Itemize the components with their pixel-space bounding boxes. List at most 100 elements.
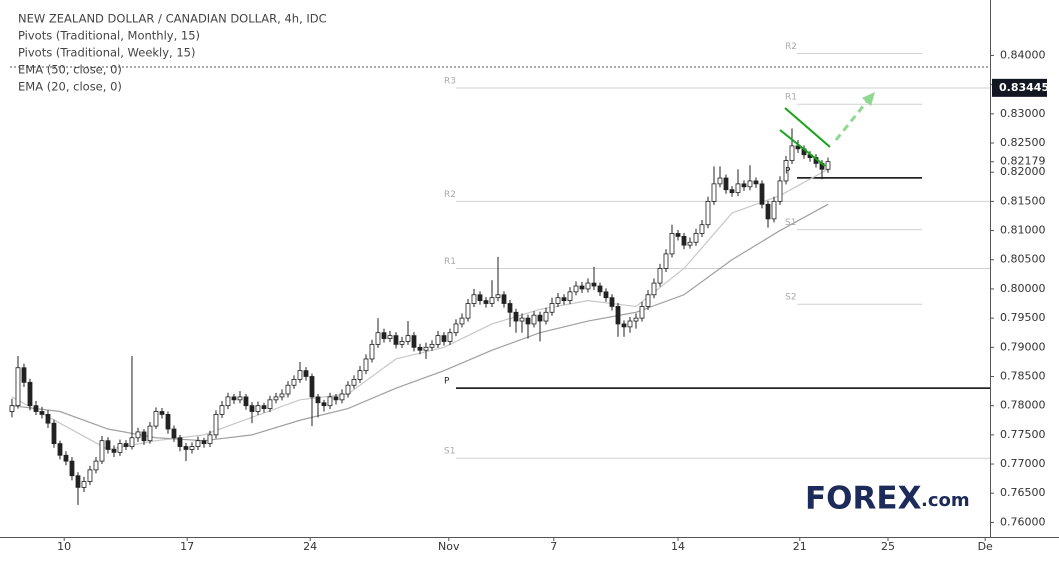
candle-body [447, 332, 453, 342]
candle-body [105, 440, 111, 450]
candle-body [777, 180, 783, 202]
candle-body [279, 393, 285, 398]
candle-body [549, 303, 555, 313]
channel-line [779, 129, 826, 167]
x-tick-label: 7 [550, 540, 557, 553]
candle-body [33, 405, 39, 412]
candle-body [291, 379, 297, 386]
candle-body [717, 177, 723, 185]
candle-body [249, 405, 255, 412]
indicator-label: EMA (20, close, 0) [18, 80, 122, 94]
candle-body [453, 323, 459, 334]
y-tick-label: 0.79000 [1000, 340, 1046, 353]
candle-body [561, 297, 567, 302]
candle-body [159, 411, 165, 415]
candle-body [663, 253, 669, 269]
y-tick-label: 0.82500 [1000, 136, 1046, 149]
candle-body [285, 384, 291, 395]
candle-body [573, 285, 579, 293]
candle-body [189, 446, 195, 450]
candle-body [675, 233, 681, 237]
last-price-label: 0.82179 [1000, 155, 1046, 168]
candle-body [321, 402, 327, 407]
pivot-label: S2 [785, 293, 796, 303]
candle-body [147, 425, 153, 442]
candle-body [489, 297, 495, 304]
candle-body [129, 437, 135, 447]
candle-body [699, 224, 705, 234]
candle-body [783, 160, 789, 182]
arrow-head [862, 92, 875, 106]
candle-body [609, 297, 615, 307]
candle-body [303, 370, 309, 377]
indicator-label: Pivots (Traditional, Monthly, 15) [18, 29, 200, 43]
pivot-label: S1 [785, 218, 796, 228]
candle-body [657, 268, 663, 284]
candle-body [531, 314, 537, 325]
candle-body [219, 405, 225, 415]
candle-body [501, 294, 507, 304]
candle-body [75, 475, 81, 488]
candle-body [519, 317, 525, 322]
indicator-label: EMA (50, close, 0) [18, 63, 122, 77]
candle-body [99, 440, 105, 462]
pivot-label: R1 [444, 257, 456, 267]
candle-body [753, 180, 759, 185]
candle-body [405, 335, 411, 342]
candle-body [345, 384, 351, 395]
candle-body [603, 291, 609, 299]
candle-body [645, 294, 651, 307]
y-tick-label: 0.77000 [1000, 457, 1046, 470]
candle-body [705, 200, 711, 226]
candle-body [465, 303, 471, 319]
pivot-label: P [785, 166, 791, 176]
candle-body [273, 396, 279, 401]
candle-body [627, 320, 633, 328]
candle-body [795, 145, 801, 150]
candle-body [681, 235, 687, 246]
candle-body [87, 469, 93, 482]
candle-body [693, 233, 699, 243]
candle-body [351, 379, 357, 386]
logo-brand: FOREX [805, 481, 922, 517]
candle-body [195, 440, 201, 447]
y-tick-label: 0.80000 [1000, 282, 1046, 295]
chart-title: NEW ZEALAND DOLLAR / CANADIAN DOLLAR, 4h… [18, 12, 327, 26]
candle-body [357, 370, 363, 380]
candle-body [555, 297, 561, 304]
y-tick-label: 0.81500 [1000, 194, 1046, 207]
candle-body [165, 414, 171, 430]
y-tick-label: 0.79500 [1000, 311, 1046, 324]
y-tick-label: 0.84000 [1000, 48, 1046, 61]
candle-body [57, 443, 63, 456]
candle-body [141, 431, 147, 442]
x-tick-label: 24 [303, 540, 317, 553]
candle-body [309, 376, 315, 398]
indicator-label: Pivots (Traditional, Weekly, 15) [18, 46, 196, 60]
candle-body [111, 449, 117, 453]
candle-body [423, 346, 429, 351]
candle-body [441, 335, 447, 342]
candle-body [621, 323, 627, 328]
candle-body [723, 177, 729, 191]
y-tick-label: 0.76500 [1000, 486, 1046, 499]
candle-body [39, 411, 45, 415]
x-tick-label: 21 [793, 540, 807, 553]
plot-area [9, 53, 990, 505]
candle-body [759, 183, 765, 205]
candle-body [21, 367, 27, 383]
candle-body [153, 411, 159, 427]
candle-body [585, 282, 591, 290]
candle-body [93, 460, 99, 471]
pivot-label: R1 [785, 93, 797, 103]
candle-body [525, 317, 531, 325]
candle-body [123, 443, 129, 447]
candle-body [333, 396, 339, 401]
candle-body [687, 241, 693, 246]
candle-body [237, 396, 243, 401]
candle-body [27, 381, 33, 407]
candle-body [267, 399, 273, 409]
candle-body [213, 414, 219, 436]
